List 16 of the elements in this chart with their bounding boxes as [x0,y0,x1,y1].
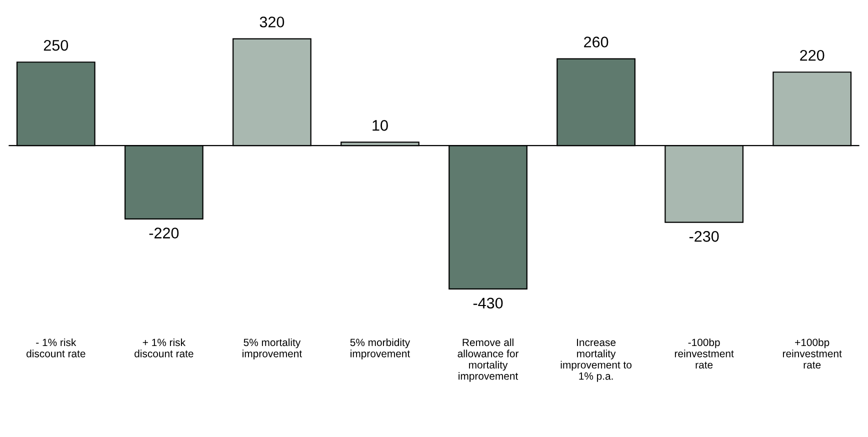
data-label: 220 [800,50,824,61]
data-label: 320 [260,16,284,28]
x-tick-label: -100bp reinvestment rate [674,338,734,369]
data-label: 10 [372,120,388,131]
x-tick-label: + 1% risk discount rate [134,338,194,358]
data-label: -430 [473,298,503,309]
x-tick-label: Increase mortality improvement to 1% p.a. [560,338,632,382]
x-tick-label: 5% mortality improvement [242,338,302,360]
x-tick-label: Remove all allowance for mortality improvement [458,338,519,382]
x-tick-label: - 1% risk discount rate [26,338,86,358]
x-tick-label: +100bp reinvestment rate [782,338,842,369]
data-label: -230 [689,230,719,242]
x-tick-label: 5% morbidity improvement [350,338,410,360]
data-label: -220 [149,228,179,238]
data-label: 260 [584,36,608,48]
data-label: 250 [44,40,68,51]
